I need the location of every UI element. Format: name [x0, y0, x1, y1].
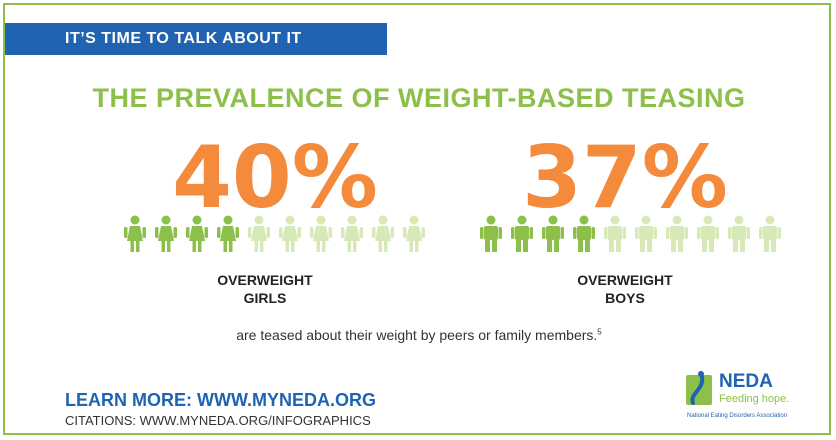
girl-figure-icon — [402, 215, 426, 253]
girls-label-line2: GIRLS — [243, 290, 287, 306]
logo-name: NEDA — [719, 371, 773, 392]
footnote-ref: 5 — [597, 327, 602, 337]
citations-link[interactable]: CITATIONS: WWW.MYNEDA.ORG/INFOGRAPHICS — [65, 413, 371, 428]
girl-figure-icon — [309, 215, 333, 253]
girl-figure-icon — [340, 215, 364, 253]
boys-label: OVERWEIGHT BOYS — [525, 271, 725, 307]
neda-logo-icon — [686, 371, 712, 405]
girls-label-line1: OVERWEIGHT — [217, 272, 313, 288]
boys-figure-row — [479, 215, 782, 253]
girl-figure-icon — [371, 215, 395, 253]
girl-figure-icon — [154, 215, 178, 253]
boys-label-line2: BOYS — [605, 290, 645, 306]
girl-figure-icon — [185, 215, 209, 253]
banner: IT’S TIME TO TALK ABOUT IT — [5, 23, 387, 55]
boy-figure-icon — [634, 215, 658, 253]
boy-figure-icon — [603, 215, 627, 253]
girl-figure-icon — [123, 215, 147, 253]
girls-percent: 40% — [172, 128, 378, 228]
boys-label-line1: OVERWEIGHT — [577, 272, 673, 288]
boy-figure-icon — [479, 215, 503, 253]
girl-figure-icon — [247, 215, 271, 253]
girl-figure-icon — [278, 215, 302, 253]
neda-logo: NEDA Feeding hope. National Eating Disor… — [685, 369, 795, 429]
boy-figure-icon — [665, 215, 689, 253]
learn-more-link[interactable]: LEARN MORE: WWW.MYNEDA.ORG — [65, 390, 376, 410]
boy-figure-icon — [758, 215, 782, 253]
girls-label: OVERWEIGHT GIRLS — [165, 271, 365, 307]
boy-figure-icon — [572, 215, 596, 253]
boys-percent: 37% — [522, 128, 728, 228]
logo-tagline: Feeding hope. — [719, 393, 790, 405]
logo-org-name: National Eating Disorders Association — [687, 413, 788, 419]
boy-figure-icon — [727, 215, 751, 253]
infographic-frame: IT’S TIME TO TALK ABOUT IT THE PREVALENC… — [3, 3, 831, 435]
headline: THE PREVALENCE OF WEIGHT-BASED TEASING — [92, 83, 746, 113]
girl-figure-icon — [216, 215, 240, 253]
boy-figure-icon — [541, 215, 565, 253]
boy-figure-icon — [510, 215, 534, 253]
footnote-text: are teased about their weight by peers o… — [236, 327, 598, 343]
boy-figure-icon — [696, 215, 720, 253]
footnote: are teased about their weight by peers o… — [5, 327, 833, 343]
girls-figure-row — [123, 215, 426, 253]
